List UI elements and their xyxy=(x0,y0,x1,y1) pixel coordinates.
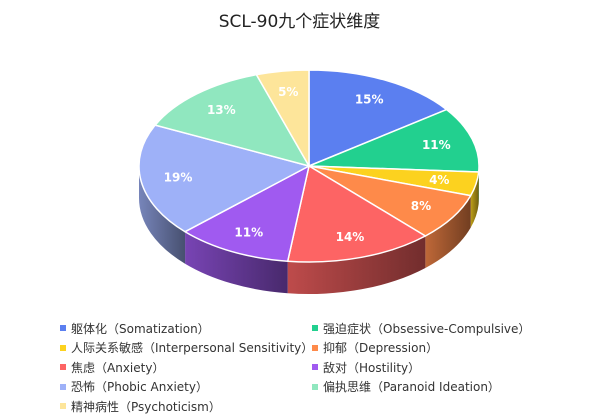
pie-slice-5[interactable] xyxy=(184,165,310,262)
legend-label-3: 抑郁（Depression） xyxy=(323,341,439,355)
legend-swatch-5 xyxy=(312,364,318,370)
pie-slice-4[interactable] xyxy=(286,165,427,263)
legend-swatch-4 xyxy=(60,364,66,370)
pie-slice-0[interactable] xyxy=(308,69,448,167)
legend-label-1: 强迫症状（Obsessive-Compulsive） xyxy=(323,321,531,336)
pie-side-3 xyxy=(425,195,471,268)
pie-side-2 xyxy=(470,172,479,228)
legend-item-4[interactable]: 焦虑（Anxiety） xyxy=(60,359,164,375)
legend-label-7: 偏执思维（Paranoid Ideation） xyxy=(323,380,500,394)
slice-label-1: 11% xyxy=(422,138,451,152)
legend-item-8[interactable]: 精神病性（Psychoticism） xyxy=(60,398,221,414)
legend-swatch-0 xyxy=(60,325,66,331)
slice-label-5: 11% xyxy=(234,226,263,240)
pie-slice-7[interactable] xyxy=(154,73,310,167)
slice-label-3: 8% xyxy=(411,199,431,213)
legend-label-5: 敌对（Hostility） xyxy=(323,360,421,375)
legend-swatch-8 xyxy=(60,403,66,409)
slice-label-6: 19% xyxy=(164,171,193,185)
legend-swatch-6 xyxy=(60,383,66,390)
legend-label-8: 精神病性（Psychoticism） xyxy=(71,399,221,414)
pie-chart: 15% 11% 4% 8% 14% 11% 19% 13% 5% xyxy=(138,69,480,294)
legend-swatch-2 xyxy=(60,344,66,351)
legend-item-5[interactable]: 敌对（Hostility） xyxy=(312,359,420,375)
slice-label-7: 13% xyxy=(207,103,236,117)
legend-label-0: 躯体化（Somatization） xyxy=(71,321,210,336)
legend-label-2: 人际关系敏感（Interpersonal Sensitivity） xyxy=(71,341,314,355)
legend-swatch-7 xyxy=(312,383,318,390)
slice-label-4: 14% xyxy=(336,230,365,244)
slice-label-8: 5% xyxy=(278,85,298,99)
legend-item-3[interactable]: 抑郁（Depression） xyxy=(312,340,438,356)
legend-swatch-1 xyxy=(312,325,318,331)
slice-label-0: 15% xyxy=(355,92,384,106)
legend-item-7[interactable]: 偏执思维（Paranoid Ideation） xyxy=(312,379,500,395)
pie-slice-6[interactable] xyxy=(138,124,310,233)
legend-item-2[interactable]: 人际关系敏感（Interpersonal Sensitivity） xyxy=(60,340,313,356)
legend-item-1[interactable]: 强迫症状（Obsessive-Compulsive） xyxy=(312,320,530,336)
legend-item-6[interactable]: 恐怖（Phobic Anxiety） xyxy=(60,379,208,395)
pie-side-5 xyxy=(185,231,288,294)
slice-label-2: 4% xyxy=(429,173,449,187)
legend-swatch-3 xyxy=(312,344,318,351)
legend-item-0[interactable]: 躯体化（Somatization） xyxy=(60,320,210,336)
pie-slice-1[interactable] xyxy=(308,108,480,173)
legend-label-6: 恐怖（Phobic Anxiety） xyxy=(71,380,208,394)
chart-title: SCL-90九个症状维度 xyxy=(218,12,381,32)
legend-label-4: 焦虑（Anxiety） xyxy=(71,360,165,375)
pie-slice-8[interactable] xyxy=(255,69,310,167)
